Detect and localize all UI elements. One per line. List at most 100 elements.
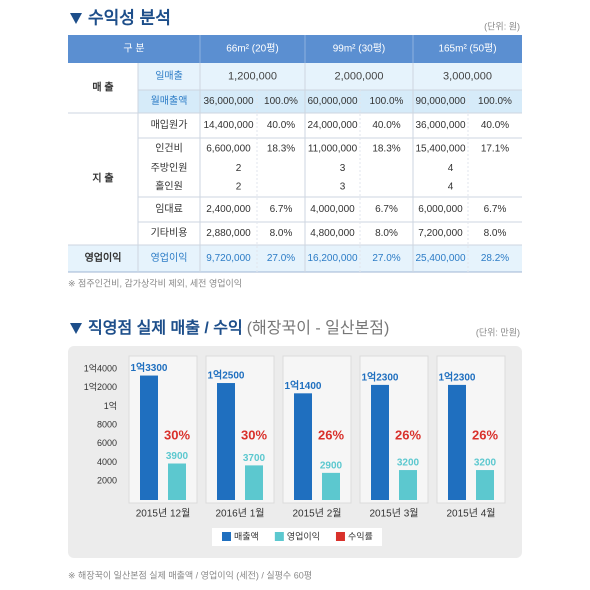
y-tick-label: 2000 [97,476,117,486]
cell: 6.7% [375,204,398,215]
x-tick-label: 2015년 3월 [370,508,419,520]
value-label: 1억2500 [207,370,244,382]
cell: 2,880,000 [206,228,251,239]
chart-title: 직영점 실제 매출 / 수익 (해장꾹이 - 일산본점) [88,318,389,337]
row-label: 주방인원 [151,162,188,174]
chart-subtitle: (해장꾹이 - 일산본점) [247,319,390,337]
x-tick-label: 2016년 1월 [216,508,265,520]
rate-label: 30% [164,427,190,442]
bar [476,470,494,500]
legend-label: 매출액 [234,530,259,541]
row-label: 기타비용 [151,227,188,239]
unit: (단위: 원) [484,21,520,31]
table: 구 분 66m² (20평) 99m² (30평) 165m² (50평) 일매출 1,2… [68,35,522,273]
cell: 4 [448,182,454,193]
cell: 2,400,000 [206,204,251,215]
cell: 100.0% [478,96,512,107]
y-tick-label: 6000 [97,438,117,448]
cell: 18.3% [372,144,400,155]
cell: 8.0% [375,228,398,239]
row-label: 월매출액 [151,95,188,107]
group-label: 영업이익 [85,251,122,264]
value-label: 3200 [397,458,420,469]
chart: 2000 4000 6000 8000 1억 1억2000 1억4000 2015년 12월 2… [84,355,506,546]
cell: 6.7% [270,204,293,215]
cell: 4,800,000 [310,228,355,239]
value-label: 1억1400 [284,380,321,392]
legend-swatch [274,532,284,541]
y-tick-label: 1억 [104,400,117,411]
cell: 40.0% [481,120,509,131]
bar [294,393,312,500]
row-label: 매입원가 [151,118,188,131]
cell: 6,600,000 [206,144,251,155]
y-tick-label: 1억4000 [84,362,117,373]
bar [322,472,340,500]
title-icon [70,13,82,24]
header-cell: 구 분 [123,43,144,55]
cell: 60,000,000 [307,96,357,107]
group-label: 지 출 [92,172,113,185]
cell: 14,400,000 [203,120,253,131]
header-bg [68,35,522,63]
section-title: 수익성 분석 [88,8,171,27]
legend-label: 영업이익 [287,530,320,541]
cell: 40.0% [267,120,295,131]
rate-label: 26% [472,427,498,442]
unit: (단위: 만원) [476,327,520,337]
cell: 3 [340,163,346,174]
cell: 1,200,000 [228,70,277,82]
x-tick-label: 2015년 2월 [293,508,342,520]
cell: 40.0% [372,120,400,131]
note: ※ 해장꾹이 일산본점 실제 매출액 / 영업이익 (세전) / 실평수 60평 [68,569,312,580]
title-icon [70,323,82,334]
group-label: 매 출 [92,81,113,94]
cell: 100.0% [264,96,298,107]
cell: 6,000,000 [418,204,463,215]
row-bg [68,245,522,272]
header-cell: 165m² (50평) [438,43,496,55]
cell: 4 [448,163,454,174]
legend-swatch [335,532,345,541]
x-tick-label: 2015년 12월 [136,508,191,520]
cell: 3,000,000 [443,70,492,82]
cell: 11,000,000 [308,144,358,155]
cell: 4,000,000 [310,204,355,215]
row-label: 인건비 [155,143,183,155]
row-bg [138,90,522,113]
header-cell: 66m² (20평) [226,43,279,55]
value-label: 3200 [474,458,497,469]
header-cell: 99m² (30평) [333,43,386,55]
y-tick-label: 1억2000 [84,381,117,392]
cell: 15,400,000 [415,144,465,155]
value-label: 2900 [320,461,343,472]
legend-label: 수익률 [348,530,373,541]
cell: 7,200,000 [418,228,463,239]
value-label: 3700 [243,453,266,464]
row-label: 영업이익 [151,251,188,264]
cell: 2 [236,182,242,193]
cell: 2 [236,163,242,174]
row-label: 임대료 [155,202,183,215]
row-label: 홀인원 [155,180,183,193]
cell: 25,400,000 [415,253,465,264]
cell: 36,000,000 [415,120,465,131]
cell: 90,000,000 [415,96,465,107]
chart-title-main: 직영점 실제 매출 / 수익 [88,318,243,337]
bar [371,384,389,500]
bar [448,384,466,500]
cell: 27.0% [372,253,400,264]
value-label: 1억2300 [438,372,475,384]
y-tick-label: 4000 [97,457,117,467]
row-bg [138,63,522,90]
cell: 9,720,000 [206,253,251,264]
cell: 24,000,000 [307,120,357,131]
rate-label: 26% [395,427,421,442]
cell: 16,200,000 [307,253,357,264]
cell: 28.2% [481,253,509,264]
cell: 27.0% [267,253,295,264]
cell: 2,000,000 [335,70,384,82]
cell: 8.0% [484,228,507,239]
value-label: 3900 [166,451,189,462]
bar [168,463,186,500]
